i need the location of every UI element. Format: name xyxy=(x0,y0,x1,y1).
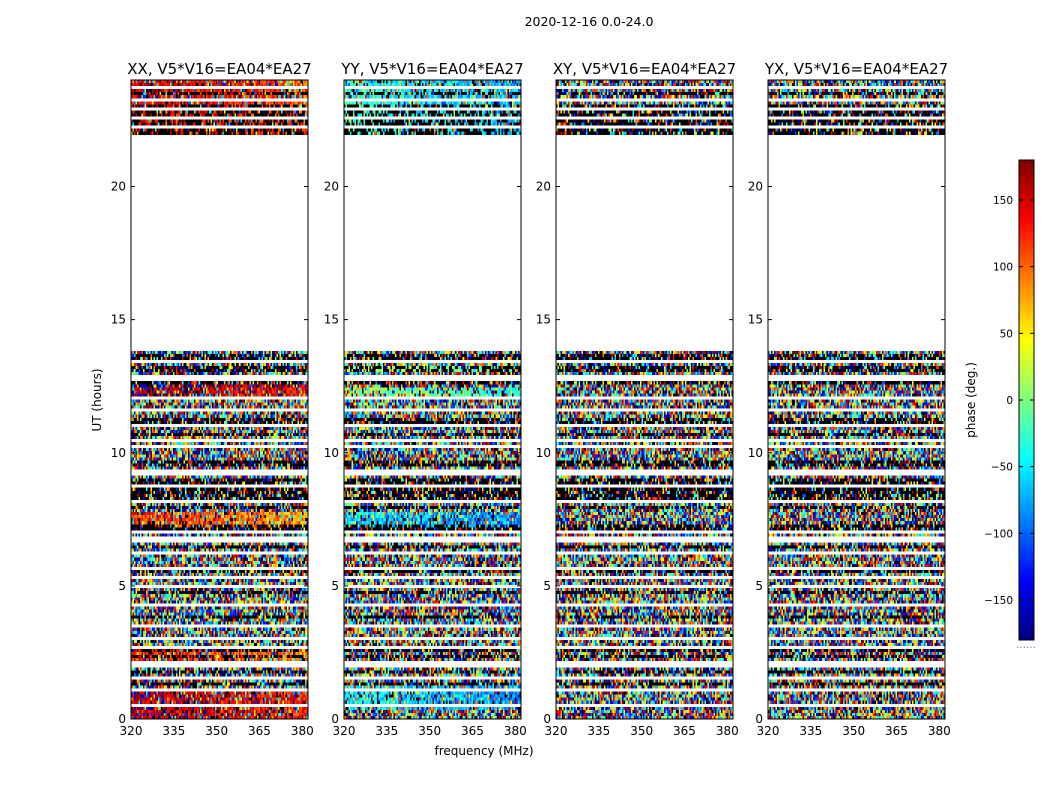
panel-yy: YY, V5*V16=EA04*EA27 320 335 350 365 380 0 5 10 1… xyxy=(324,60,527,738)
x-tick-label: 320 xyxy=(545,724,568,738)
heatmap-raster xyxy=(556,80,733,719)
x-tick-label: 380 xyxy=(928,724,951,738)
x-axis-label: frequency (MHz) xyxy=(434,744,533,758)
panel-title: XX, V5*V16=EA04*EA27 xyxy=(127,60,311,78)
y-axis-label: UT (hours) xyxy=(90,368,104,431)
y-tick-label: 15 xyxy=(748,313,763,327)
y-tick-label: 5 xyxy=(755,579,763,593)
x-tick-label: 365 xyxy=(248,724,271,738)
colorbar-label: phase (deg.) xyxy=(964,362,978,438)
y-tick-label: 5 xyxy=(543,579,551,593)
colorbar-footnote: ...... xyxy=(1016,639,1036,651)
y-tick-label: 15 xyxy=(324,313,339,327)
axes-frame xyxy=(555,79,734,720)
colorbar-tick-label: −150 xyxy=(984,595,1013,607)
x-tick-label: 380 xyxy=(716,724,739,738)
colorbar-tick-label: −100 xyxy=(984,528,1013,540)
y-tick-label: 20 xyxy=(324,180,339,194)
panel-title: XY, V5*V16=EA04*EA27 xyxy=(553,60,736,78)
y-tick-label: 5 xyxy=(331,579,339,593)
colorbar-tick-label: 0 xyxy=(1006,395,1013,407)
x-tick-label: 350 xyxy=(205,724,228,738)
y-tick-label: 10 xyxy=(748,446,763,460)
panel-xx: XX, V5*V16=EA04*EA27 320 335 350 365 380 0 5 10 1… xyxy=(111,60,314,738)
figure-suptitle: 2020-12-16 0.0-24.0 xyxy=(525,14,654,29)
panel-yx: YX, V5*V16=EA04*EA27 320 335 350 365 380 0 5 10 1… xyxy=(748,60,951,738)
y-tick-label: 0 xyxy=(755,712,763,726)
panel-title: YX, V5*V16=EA04*EA27 xyxy=(764,60,948,78)
y-tick-label: 0 xyxy=(118,712,126,726)
heatmap-raster xyxy=(768,80,945,719)
y-tick-label: 20 xyxy=(111,180,126,194)
colorbar-tick-label: 150 xyxy=(993,195,1013,207)
y-tick-label: 15 xyxy=(111,313,126,327)
x-tick-label: 380 xyxy=(504,724,527,738)
axes-frame xyxy=(343,79,522,720)
x-tick-label: 350 xyxy=(418,724,441,738)
x-tick-label: 365 xyxy=(885,724,908,738)
y-tick-label: 20 xyxy=(536,180,551,194)
x-tick-label: 320 xyxy=(120,724,143,738)
x-tick-label: 335 xyxy=(162,724,185,738)
x-tick-label: 350 xyxy=(630,724,653,738)
y-tick-label: 15 xyxy=(536,313,551,327)
y-tick-label: 10 xyxy=(536,446,551,460)
y-tick-label: 5 xyxy=(118,579,126,593)
heatmap-raster xyxy=(131,80,308,719)
heatmap-raster xyxy=(344,80,521,719)
x-tick-label: 350 xyxy=(842,724,865,738)
axes-frame xyxy=(767,79,946,720)
colorbar: −150 −100 −50 0 50 100 150 phase (deg.) ...... xyxy=(964,159,1036,651)
y-tick-label: 20 xyxy=(748,180,763,194)
y-tick-label: 0 xyxy=(543,712,551,726)
y-tick-label: 10 xyxy=(111,446,126,460)
x-tick-label: 380 xyxy=(291,724,314,738)
x-tick-label: 365 xyxy=(673,724,696,738)
x-tick-label: 335 xyxy=(799,724,822,738)
colorbar-tick-label: 50 xyxy=(1000,328,1013,340)
y-tick-label: 10 xyxy=(324,446,339,460)
axes-frame xyxy=(130,79,309,720)
x-tick-label: 335 xyxy=(375,724,398,738)
colorbar-tick-label: 100 xyxy=(993,262,1013,274)
x-tick-label: 320 xyxy=(757,724,780,738)
panel-title: YY, V5*V16=EA04*EA27 xyxy=(340,60,523,78)
colorbar-tick-label: −50 xyxy=(991,462,1013,474)
x-tick-label: 365 xyxy=(461,724,484,738)
panel-xy: XY, V5*V16=EA04*EA27 320 335 350 365 380 0 5 10 1… xyxy=(536,60,739,738)
x-tick-label: 320 xyxy=(333,724,356,738)
x-tick-label: 335 xyxy=(587,724,610,738)
y-tick-label: 0 xyxy=(331,712,339,726)
